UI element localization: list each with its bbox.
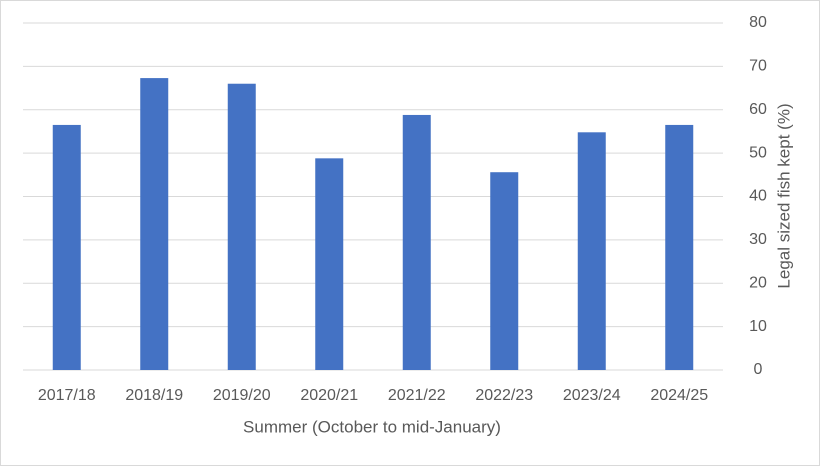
x-tick-label: 2022/23 — [475, 387, 533, 404]
x-tick-label: 2023/24 — [563, 387, 621, 404]
bar — [315, 158, 344, 370]
y-tick-label: 20 — [749, 274, 767, 291]
y-tick-label: 70 — [749, 58, 767, 75]
bar — [140, 78, 169, 371]
bar — [402, 114, 431, 370]
y-axis-title: Legal sized fish kept (%) — [774, 103, 793, 288]
y-tick-label: 80 — [749, 14, 767, 31]
y-tick-label: 10 — [749, 318, 767, 335]
x-tick-label: 2021/22 — [388, 387, 446, 404]
bar — [490, 172, 519, 370]
x-tick-label: 2017/18 — [38, 387, 96, 404]
y-tick-label: 40 — [749, 188, 767, 205]
bar — [227, 83, 256, 370]
x-axis-title: Summer (October to mid-January) — [243, 417, 501, 436]
bar — [665, 124, 694, 371]
y-tick-label: 0 — [754, 361, 763, 378]
bar — [52, 124, 81, 371]
x-tick-label: 2018/19 — [125, 387, 183, 404]
bar — [577, 132, 606, 370]
x-tick-label: 2020/21 — [300, 387, 358, 404]
y-tick-label: 60 — [749, 101, 767, 118]
x-tick-label: 2024/25 — [650, 387, 708, 404]
x-tick-label: 2019/20 — [213, 387, 271, 404]
y-tick-label: 30 — [749, 231, 767, 248]
y-tick-label: 50 — [749, 144, 767, 161]
